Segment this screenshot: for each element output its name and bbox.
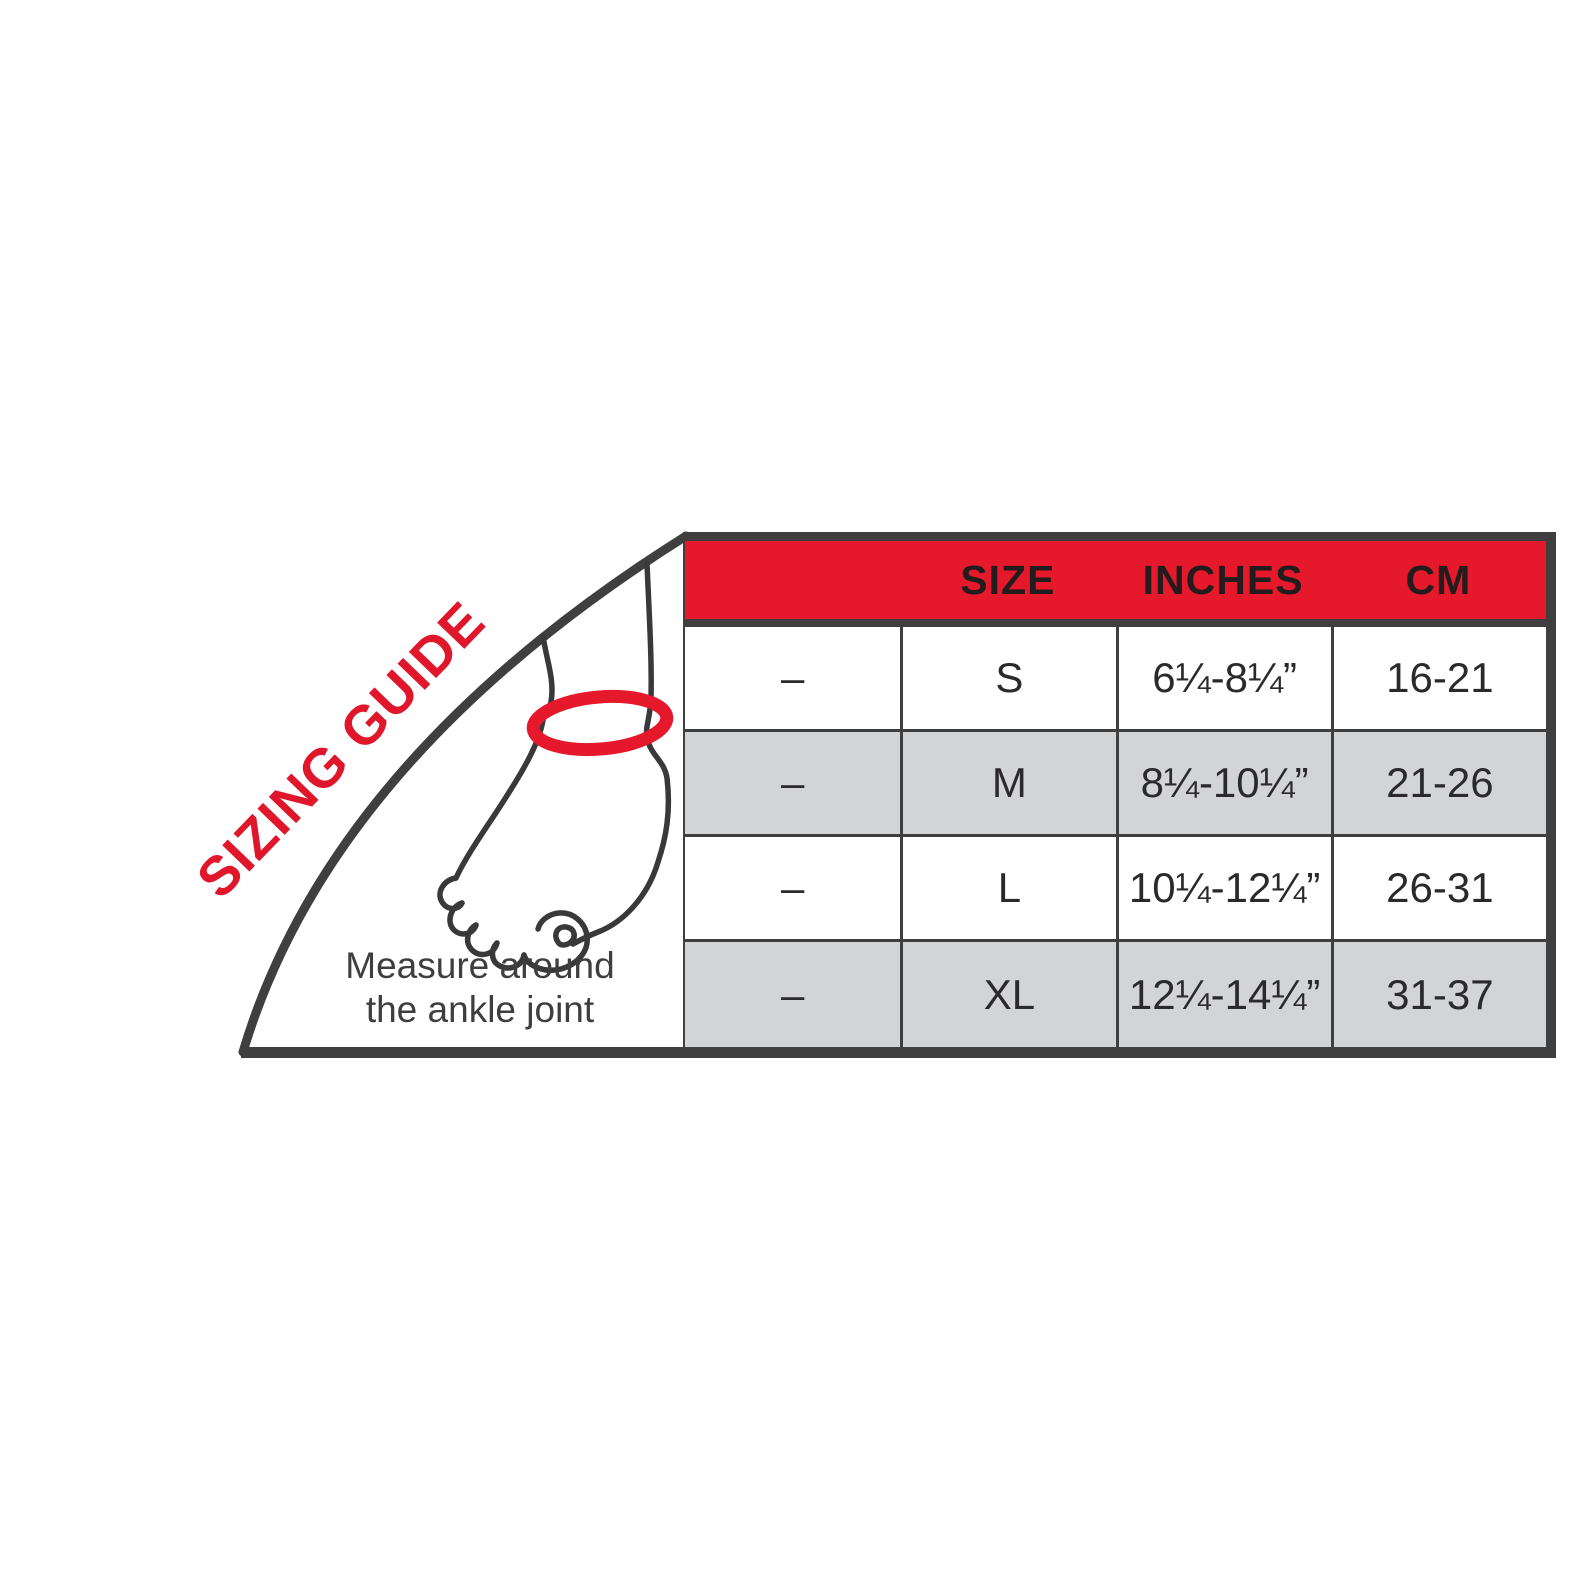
header-inches: INCHES: [1142, 556, 1304, 603]
cell-cm: 16-21: [1330, 627, 1546, 729]
cell-size: S: [900, 627, 1115, 729]
cell-inches: 6¼-8¼”: [1115, 627, 1331, 729]
cell-cm: 21-26: [1330, 732, 1546, 834]
cell-size: XL: [900, 942, 1115, 1047]
ankle-ring-icon: [526, 689, 674, 757]
header-blank: [685, 541, 900, 619]
cell-dash: –: [780, 970, 805, 1018]
table-row: – L 10¼-12¼” 26-31: [685, 837, 1546, 942]
cell-cm: 31-37: [1330, 942, 1546, 1047]
measure-caption-line2: the ankle joint: [365, 989, 595, 1031]
cell-dash: –: [780, 654, 805, 701]
cell-inches: 10¼-12¼”: [1115, 837, 1331, 939]
arc-outline: [238, 531, 691, 1057]
cell-dash: –: [780, 759, 805, 806]
table-header-row: SIZE INCHES CM: [685, 541, 1546, 627]
cell-dash: –: [780, 864, 805, 911]
cell-size: L: [900, 837, 1115, 939]
cell-size: M: [900, 732, 1115, 834]
header-size: SIZE: [960, 556, 1056, 603]
size-table: SIZE INCHES CM – S 6¼-8¼” 16-21 – M 8¼-1…: [683, 532, 1556, 1047]
measure-caption: Measure around the ankle joint: [290, 944, 670, 1033]
measure-caption-line1: Measure around: [345, 945, 615, 986]
table-row: – S 6¼-8¼” 16-21: [685, 627, 1546, 732]
cell-cm: 26-31: [1330, 837, 1546, 939]
header-cm: CM: [1405, 556, 1472, 603]
table-row: – XL 12¼-14¼” 31-37: [685, 942, 1546, 1047]
table-row: – M 8¼-10¼” 21-26: [685, 732, 1546, 837]
cell-inches: 8¼-10¼”: [1115, 732, 1331, 834]
foot-outline: [437, 561, 672, 973]
cell-inches: 12¼-14¼”: [1115, 942, 1331, 1047]
